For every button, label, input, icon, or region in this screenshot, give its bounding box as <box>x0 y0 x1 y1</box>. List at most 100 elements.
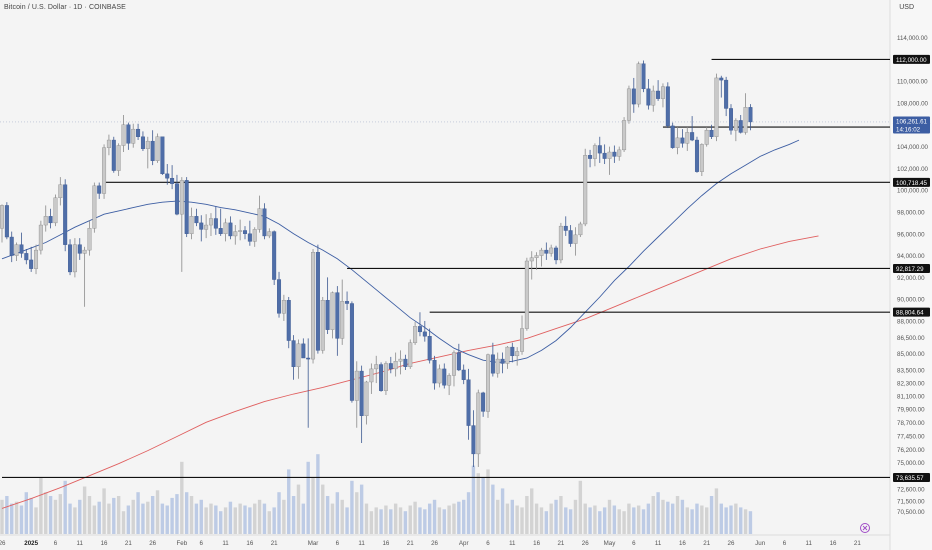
volume-bar <box>432 499 437 534</box>
volume-bar <box>427 503 432 534</box>
candle-body <box>126 124 131 144</box>
candle-body <box>335 292 340 339</box>
candle-body <box>636 63 641 105</box>
y-tick-label: 102,000.00 <box>897 166 929 173</box>
x-tick-label: 16 <box>830 540 837 547</box>
x-tick-label: 2025 <box>24 540 38 547</box>
candle-body <box>495 358 500 374</box>
volume-bar <box>14 501 19 534</box>
candle-body <box>437 368 442 384</box>
currency-label: USD <box>899 4 914 11</box>
candle-body <box>354 370 359 401</box>
candle-body <box>554 247 559 261</box>
volume-bar <box>321 484 325 534</box>
candle-body <box>456 352 461 371</box>
x-tick-label: 6 <box>54 540 58 547</box>
y-tick-label: 82,300.00 <box>897 381 925 388</box>
x-tick-label: 26 <box>149 540 156 547</box>
candle-body <box>218 228 223 234</box>
level-price-tag <box>893 177 930 187</box>
y-tick-label: 108,000.00 <box>897 101 929 108</box>
candle-body <box>704 130 709 145</box>
candle-body <box>208 218 213 226</box>
volume-bar <box>486 469 490 534</box>
candle-body <box>63 184 68 245</box>
volume-bar <box>63 480 67 534</box>
x-tick-label: 21 <box>271 540 278 547</box>
current-price-tag <box>893 116 930 134</box>
candle-body <box>388 363 393 370</box>
volume-bar <box>389 509 393 534</box>
volume-bar <box>690 509 694 534</box>
volume-bar <box>568 509 573 534</box>
volume-bar <box>593 505 597 534</box>
candle-body <box>349 303 354 401</box>
volume-bar <box>666 501 670 534</box>
volume-bar <box>287 469 291 534</box>
volume-bar <box>24 492 28 534</box>
candle-body <box>106 139 111 148</box>
volume-bar <box>393 503 398 534</box>
volume-bar <box>724 507 728 534</box>
candle-body <box>286 300 291 341</box>
candle-body <box>481 392 486 412</box>
y-tick-label: 72,600.00 <box>897 486 925 493</box>
candle-body <box>690 132 695 141</box>
volume-bar <box>734 503 738 534</box>
volume-bar <box>335 492 340 534</box>
candle-body <box>432 359 437 384</box>
volume-bar <box>714 488 719 534</box>
candle-body <box>408 342 413 367</box>
candle-body <box>558 225 563 261</box>
candle-body <box>490 354 495 374</box>
candle-body <box>238 230 243 232</box>
x-tick-label: 26 <box>728 540 735 547</box>
volume-bar <box>549 503 553 534</box>
candle-body <box>58 184 63 199</box>
y-tick-label: 70,500.00 <box>897 509 925 516</box>
volume-bar <box>214 505 218 534</box>
volume-bar <box>238 503 242 534</box>
volume-bar <box>306 461 310 534</box>
candle-body <box>29 259 34 269</box>
candle-body <box>77 244 82 254</box>
volume-bar <box>136 492 140 534</box>
candle-body <box>116 145 121 171</box>
x-tick-label: 16 <box>533 540 540 547</box>
volume-bar <box>165 505 169 534</box>
y-tick-label: 92,000.00 <box>897 275 925 282</box>
volume-bar <box>559 496 563 534</box>
y-tick-label: 86,500.00 <box>897 335 925 342</box>
replay-icon[interactable] <box>860 523 870 533</box>
candle-body <box>515 351 520 357</box>
candle-body <box>607 151 612 159</box>
candle-body <box>330 292 335 330</box>
candle-body <box>97 185 102 194</box>
volume-bar <box>87 496 92 534</box>
volume-bar <box>78 499 82 534</box>
volume-bar <box>680 499 685 534</box>
candle-body <box>729 108 734 131</box>
candle-body <box>544 249 549 254</box>
candle-body <box>534 255 539 258</box>
candle-body <box>393 361 398 370</box>
volume-bar <box>253 503 257 534</box>
volume-bar <box>170 497 174 534</box>
volume-bar <box>301 503 306 534</box>
y-tick-label: 78,700.00 <box>897 420 925 427</box>
volume-bar <box>588 507 592 534</box>
x-tick-label: 26 <box>431 540 438 547</box>
candle-body <box>413 326 418 343</box>
candle-body <box>680 137 685 144</box>
volume-bar <box>598 511 602 534</box>
candle-body <box>573 234 578 244</box>
y-tick-label: 90,000.00 <box>897 297 925 304</box>
candle-body <box>685 132 690 144</box>
x-tick-label: 26 <box>0 540 6 547</box>
x-tick-label: May <box>604 540 617 547</box>
volume-bar <box>632 507 636 534</box>
candle-body <box>102 147 107 194</box>
volume-bar <box>58 494 63 534</box>
volume-bar <box>500 488 505 534</box>
